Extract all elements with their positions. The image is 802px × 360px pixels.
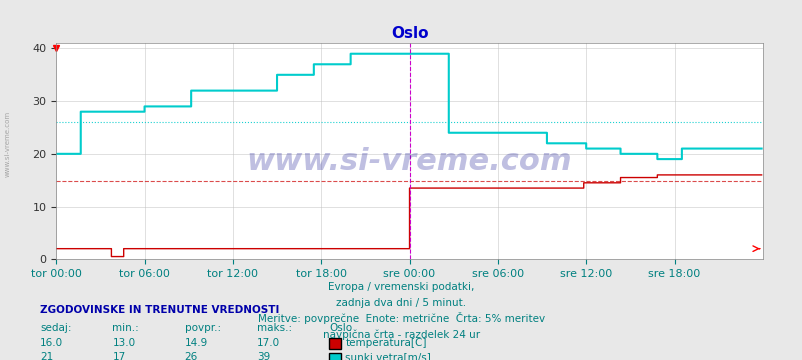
Text: 14.9: 14.9	[184, 338, 208, 348]
Text: Oslo: Oslo	[329, 323, 352, 333]
Text: 17: 17	[112, 352, 126, 360]
Text: temperatura[C]: temperatura[C]	[345, 338, 426, 348]
Text: navpična črta - razdelek 24 ur: navpična črta - razdelek 24 ur	[322, 330, 480, 341]
Title: Oslo: Oslo	[391, 26, 427, 41]
Text: maks.:: maks.:	[257, 323, 292, 333]
Text: 39: 39	[257, 352, 270, 360]
Text: sunki vetra[m/s]: sunki vetra[m/s]	[345, 352, 431, 360]
Text: ZGODOVINSKE IN TRENUTNE VREDNOSTI: ZGODOVINSKE IN TRENUTNE VREDNOSTI	[40, 305, 279, 315]
Text: Meritve: povprečne  Enote: metrične  Črta: 5% meritev: Meritve: povprečne Enote: metrične Črta:…	[257, 312, 545, 324]
Text: 26: 26	[184, 352, 198, 360]
Text: min.:: min.:	[112, 323, 139, 333]
Text: www.si-vreme.com: www.si-vreme.com	[246, 148, 572, 176]
Text: 16.0: 16.0	[40, 338, 63, 348]
Text: sedaj:: sedaj:	[40, 323, 71, 333]
Text: 21: 21	[40, 352, 54, 360]
Text: 13.0: 13.0	[112, 338, 136, 348]
Text: zadnja dva dni / 5 minut.: zadnja dva dni / 5 minut.	[336, 298, 466, 308]
Text: www.si-vreme.com: www.si-vreme.com	[5, 111, 11, 177]
Text: povpr.:: povpr.:	[184, 323, 221, 333]
Text: Evropa / vremenski podatki,: Evropa / vremenski podatki,	[328, 282, 474, 292]
Text: 17.0: 17.0	[257, 338, 280, 348]
